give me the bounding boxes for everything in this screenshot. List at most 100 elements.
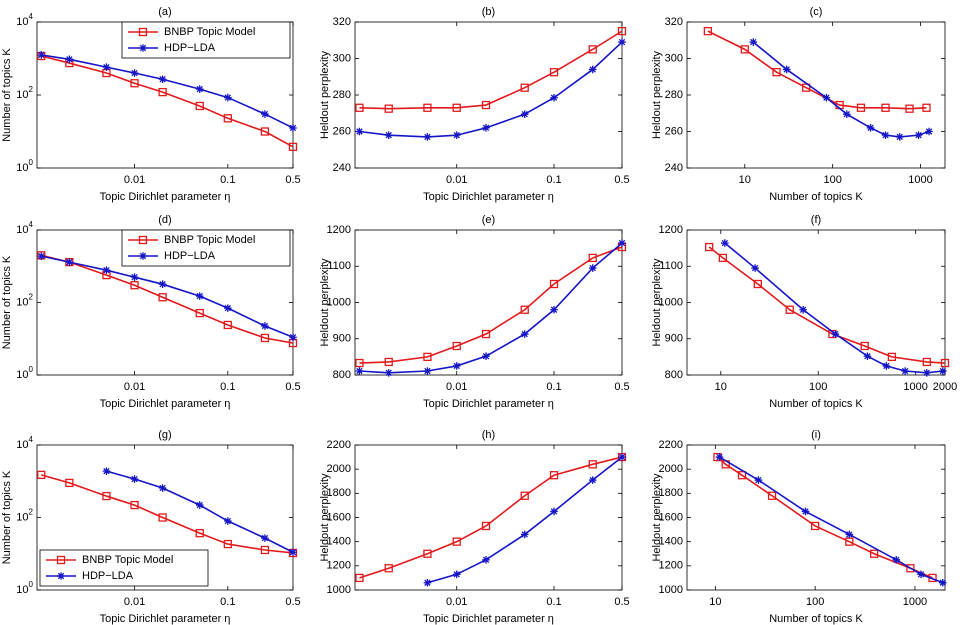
y-tick-label: 240: [333, 162, 351, 174]
marker: [618, 239, 626, 247]
marker: [887, 352, 897, 362]
x-tick-label: 0.5: [285, 596, 300, 608]
x-tick-label: 100: [823, 174, 841, 186]
x-tick-label: 0.01: [446, 174, 467, 186]
y-axis-label: Number of topics K: [1, 48, 13, 142]
y-tick-label: 102: [16, 85, 33, 101]
y-tick-label: 1200: [659, 560, 683, 572]
y-tick-label: 1800: [327, 487, 351, 499]
y-tick-label: 800: [665, 369, 683, 381]
marker: [863, 352, 872, 360]
legend-label: BNBP Topic Model: [164, 26, 255, 38]
marker: [384, 357, 393, 367]
marker: [288, 142, 298, 151]
marker: [882, 362, 891, 370]
y-tick-label: 1400: [327, 536, 351, 548]
chart-title: (h): [482, 429, 495, 441]
marker: [452, 537, 461, 546]
legend-label: HDP−LDA: [164, 42, 216, 54]
chart-title: (a): [158, 6, 171, 18]
marker: [520, 110, 529, 118]
y-tick-label: 100: [16, 365, 33, 381]
y-axis-label: Heldout perplexity: [319, 50, 331, 139]
x-axis-label: Topic Dirichlet parameter η: [423, 613, 554, 625]
x-tick-label: 0.1: [546, 381, 561, 393]
marker: [423, 352, 432, 362]
x-tick-label: 0.01: [124, 596, 145, 608]
marker: [130, 69, 139, 77]
y-tick-label: 1400: [659, 536, 683, 548]
marker: [922, 357, 931, 367]
marker: [355, 573, 364, 583]
marker: [588, 45, 597, 54]
x-axis-label: Number of topics K: [769, 191, 863, 203]
chart-title: (f): [811, 214, 821, 226]
marker: [57, 572, 65, 580]
marker: [617, 26, 627, 36]
marker: [158, 87, 167, 97]
x-axis-label: Topic Dirichlet parameter η: [100, 613, 231, 625]
y-tick-label: 320: [333, 16, 351, 28]
marker: [37, 252, 46, 260]
marker: [158, 484, 167, 492]
y-tick-label: 260: [665, 125, 683, 137]
marker: [892, 555, 901, 564]
marker: [618, 453, 626, 461]
y-tick-label: 260: [333, 125, 351, 137]
y-tick-label: 1100: [659, 260, 683, 272]
marker: [481, 329, 491, 339]
y-axis-label: Number of topics K: [1, 255, 13, 349]
y-axis-label: Heldout perplexity: [651, 50, 663, 139]
marker: [261, 322, 269, 330]
series-line: [41, 474, 294, 554]
marker: [130, 500, 139, 510]
marker: [550, 305, 558, 314]
marker: [195, 85, 204, 93]
y-tick-label: 1200: [327, 224, 351, 236]
y-tick-label: 1100: [327, 260, 351, 272]
x-tick-label: 2000: [933, 381, 957, 393]
marker: [452, 131, 461, 139]
marker: [939, 367, 947, 375]
series-line: [707, 30, 927, 110]
marker: [549, 68, 559, 77]
marker: [452, 341, 461, 351]
marker: [423, 103, 432, 112]
marker: [917, 570, 925, 579]
x-tick-label: 0.5: [285, 381, 300, 393]
marker: [845, 530, 854, 539]
marker: [384, 564, 393, 573]
marker: [549, 279, 559, 289]
series-line: [716, 456, 933, 579]
marker: [482, 124, 490, 132]
marker: [130, 79, 139, 88]
y-axis-label: Heldout perplexity: [319, 258, 331, 347]
y-tick-label: 300: [665, 52, 683, 64]
marker: [481, 100, 491, 110]
chart-title: (e): [482, 214, 495, 226]
marker: [139, 44, 147, 52]
x-tick-label: 1000: [908, 174, 932, 186]
y-tick-label: 900: [665, 333, 683, 345]
y-tick-label: 1000: [327, 296, 351, 308]
x-tick-label: 0.01: [124, 174, 145, 186]
marker: [922, 369, 931, 377]
marker: [158, 513, 167, 522]
plot-area: [354, 229, 623, 376]
marker: [130, 273, 139, 281]
x-tick-label: 0.1: [220, 174, 235, 186]
marker: [520, 491, 529, 500]
marker: [940, 358, 950, 368]
marker: [289, 548, 297, 557]
y-tick-label: 1000: [327, 584, 351, 596]
marker: [37, 51, 46, 59]
legend-label: HDP−LDA: [164, 250, 216, 262]
marker: [195, 292, 204, 300]
marker: [740, 45, 749, 54]
y-tick-label: 104: [16, 12, 33, 28]
marker: [925, 127, 933, 136]
marker: [801, 507, 810, 516]
marker: [158, 293, 167, 302]
marker: [549, 471, 559, 480]
